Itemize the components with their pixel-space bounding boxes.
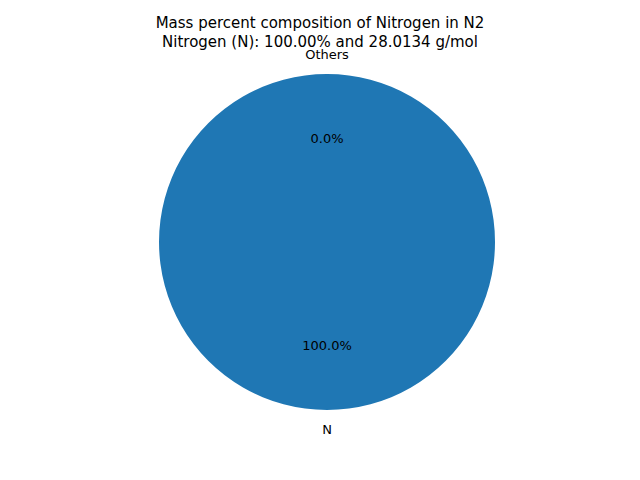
svg-text:Others: Others bbox=[305, 46, 349, 62]
svg-text:Nitrogen (N): 100.00% and 28.0: Nitrogen (N): 100.00% and 28.0134 g/mol bbox=[162, 33, 478, 51]
svg-text:Mass percent composition of Ni: Mass percent composition of Nitrogen in … bbox=[156, 14, 485, 32]
svg-text:100.0%: 100.0% bbox=[302, 338, 352, 353]
svg-text:0.0%: 0.0% bbox=[310, 131, 343, 146]
svg-text:N: N bbox=[322, 422, 332, 437]
